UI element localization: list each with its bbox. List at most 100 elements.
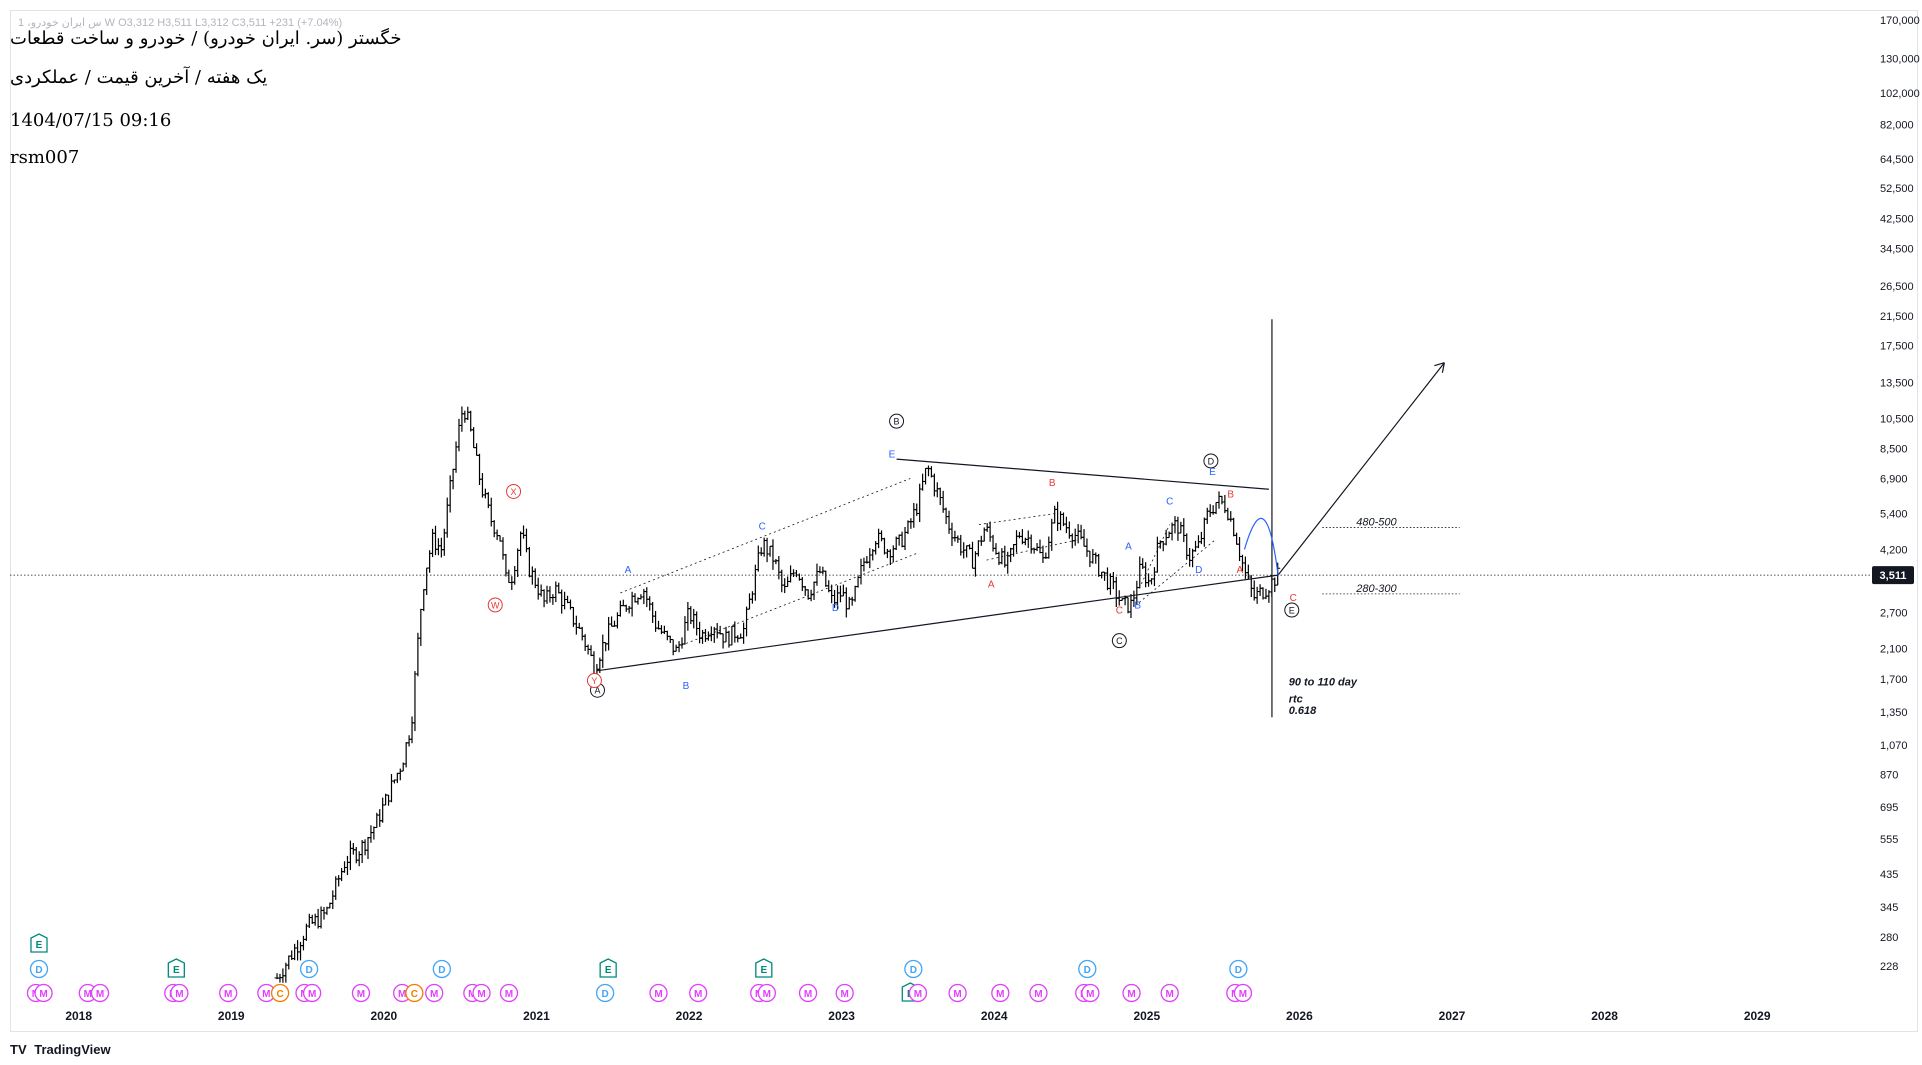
channel-dotted-line xyxy=(620,478,911,594)
x-tick-label: 2020 xyxy=(371,1009,398,1023)
event-marker-label: M xyxy=(430,989,438,1000)
ohlc-readout: 1 ،س ایران خودرو W O3,312 H3,511 L3,312 … xyxy=(18,17,343,29)
y-tick-label: 42,500 xyxy=(1880,213,1914,225)
event-marker-label: D xyxy=(910,965,917,976)
symbol-title: خگستر (سر. ایران خودرو) / خودرو و ساخت ق… xyxy=(10,28,402,49)
wave-label: C xyxy=(1116,606,1123,617)
x-tick-label: 2026 xyxy=(1286,1009,1313,1023)
projection-arrow-line xyxy=(1277,362,1445,576)
y-tick-label: 228 xyxy=(1880,961,1898,973)
event-marker-icon xyxy=(1029,983,1048,1003)
wave-red-circle-label: W xyxy=(491,600,500,610)
event-marker-label: M xyxy=(996,989,1004,1000)
event-marker-label: M xyxy=(84,989,92,1000)
event-marker-icon xyxy=(270,983,290,1003)
y-tick-label: 555 xyxy=(1880,834,1898,846)
wave-label: C xyxy=(1290,593,1297,604)
wave-label: C xyxy=(1166,496,1173,507)
wave-label: E xyxy=(1209,467,1216,478)
event-marker-icon xyxy=(351,983,371,1003)
event-marker-icon xyxy=(1078,959,1097,979)
event-marker-label: D xyxy=(601,989,608,1000)
event-marker-icon xyxy=(595,983,615,1003)
triangle-lower-line xyxy=(597,574,1279,672)
wave-red-circle xyxy=(586,673,602,689)
y-tick-label: 4,200 xyxy=(1880,544,1908,556)
event-marker-icon xyxy=(757,983,777,1003)
wave-major-circle xyxy=(1203,453,1219,469)
chart-frame[interactable] xyxy=(10,10,1918,1032)
annotation-text: 0.618 xyxy=(1289,705,1317,717)
y-tick-label: 13,500 xyxy=(1880,377,1914,389)
event-marker-label: M xyxy=(175,989,183,1000)
event-marker-icon xyxy=(908,983,928,1003)
event-marker-label: M xyxy=(1086,989,1094,1000)
wave-red-circle xyxy=(506,483,522,499)
channel-dotted-line xyxy=(1138,539,1216,603)
channel-dotted-line xyxy=(978,513,1056,525)
x-tick-label: 2019 xyxy=(218,1009,245,1023)
event-marker-label: M xyxy=(262,989,270,1000)
event-marker-icon xyxy=(1160,983,1179,1003)
timeframe-line: یک هفته / آخرین قیمت / عملکردی xyxy=(10,67,268,88)
arrow-head-icon xyxy=(1434,362,1445,373)
y-tick-label: 6,900 xyxy=(1880,473,1908,485)
event-marker-label: D xyxy=(35,965,42,976)
event-marker-label: M xyxy=(357,989,365,1000)
event-marker-icon xyxy=(649,983,668,1003)
event-marker-icon xyxy=(798,983,818,1003)
event-marker-icon xyxy=(472,983,491,1003)
earnings-marker-icon xyxy=(30,933,48,953)
event-marker-label: M xyxy=(477,989,485,1000)
earnings-marker-icon xyxy=(755,958,773,978)
channel-dotted-line xyxy=(986,539,1079,561)
brand-name: TradingView xyxy=(34,1042,111,1057)
event-marker-label: M xyxy=(1239,989,1247,1000)
annotation-text: 90 to 110 day xyxy=(1289,677,1358,689)
tradingview-logo-icon: TV xyxy=(10,1042,27,1057)
y-tick-label: 280 xyxy=(1880,932,1898,944)
event-marker-label: D xyxy=(305,965,312,976)
x-tick-label: 2018 xyxy=(65,1009,92,1023)
author-line: rsm007 xyxy=(10,147,80,168)
event-marker-icon xyxy=(29,959,49,979)
event-marker-label: C xyxy=(411,989,418,1000)
wave-major-label: D xyxy=(1208,456,1215,466)
event-marker-label: M xyxy=(841,989,849,1000)
y-tick-label: 435 xyxy=(1880,869,1898,881)
footer-brand[interactable]: TV TradingView xyxy=(10,1042,111,1057)
wave-label: B xyxy=(1049,478,1056,489)
event-marker-label: M xyxy=(224,989,232,1000)
y-tick-label: 64,500 xyxy=(1880,154,1914,166)
wave-label: C xyxy=(759,521,766,532)
event-marker-icon xyxy=(34,983,53,1003)
triangle-upper-line xyxy=(896,458,1269,490)
event-marker-icon xyxy=(170,983,189,1003)
event-marker-label: M xyxy=(804,989,812,1000)
wave-label: D xyxy=(1195,565,1202,576)
wave-major-circle xyxy=(1111,633,1127,649)
event-marker-label: M xyxy=(398,989,406,1000)
event-marker-icon xyxy=(432,959,451,979)
y-tick-label: 8,500 xyxy=(1880,444,1908,456)
projection-curve xyxy=(1243,517,1279,576)
y-tick-label: 34,500 xyxy=(1880,243,1914,255)
event-marker-label: M xyxy=(694,989,702,1000)
x-tick-label: 2023 xyxy=(828,1009,855,1023)
event-marker-label: M xyxy=(39,989,47,1000)
event-marker-label: E xyxy=(36,940,43,951)
wave-major-label: B xyxy=(894,417,900,427)
wave-label: A xyxy=(988,579,995,590)
channel-dotted-line xyxy=(681,552,919,646)
wave-label: B xyxy=(1227,489,1234,500)
wave-major-circle xyxy=(1284,602,1300,618)
event-marker-icon xyxy=(219,983,238,1003)
event-marker-label: M xyxy=(654,989,662,1000)
event-marker-icon xyxy=(302,983,322,1003)
y-tick-label: 2,700 xyxy=(1880,608,1908,620)
y-tick-label: 26,500 xyxy=(1880,281,1914,293)
wave-red-circle xyxy=(487,597,503,613)
y-tick-label: 695 xyxy=(1880,802,1898,814)
last-price-tag xyxy=(1872,566,1914,585)
